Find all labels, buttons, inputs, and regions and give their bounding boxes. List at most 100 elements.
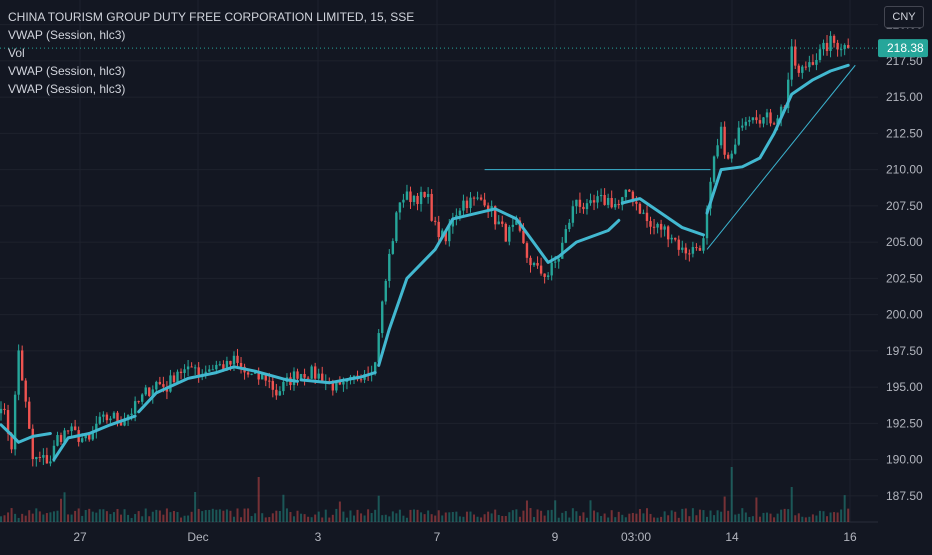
candle <box>811 54 815 66</box>
candle-body <box>56 435 59 446</box>
candle-body <box>804 66 808 68</box>
candle-body <box>582 206 585 210</box>
volume-bar <box>631 512 634 522</box>
time-tick-label: 3 <box>315 530 322 544</box>
candle <box>250 373 253 376</box>
candle-body <box>215 364 218 370</box>
volume-bar <box>653 517 656 522</box>
candle-body <box>691 247 695 254</box>
candle-body <box>437 221 440 238</box>
candle-body <box>197 367 200 377</box>
volume-bar <box>24 515 27 522</box>
volume-bar <box>462 516 465 522</box>
candle-body <box>28 401 31 429</box>
candle <box>751 117 755 124</box>
candle <box>137 400 140 404</box>
candle-body <box>744 121 748 126</box>
volume-bar <box>271 513 274 522</box>
volume-bar <box>497 514 500 522</box>
candle-body <box>338 381 342 385</box>
price-tick-label: 207.50 <box>886 199 923 213</box>
candle-body <box>476 197 479 199</box>
volume-bar <box>522 510 525 522</box>
candle <box>808 55 811 72</box>
candle-body <box>472 197 476 199</box>
candle-body <box>529 257 532 266</box>
volume-bar <box>236 508 239 522</box>
volume-bar <box>794 515 797 522</box>
symbol-title[interactable]: CHINA TOURISM GROUP DUTY FREE CORPORATIO… <box>8 10 415 24</box>
candle-body <box>373 362 377 374</box>
volume-bar <box>554 500 557 522</box>
volume-bar <box>688 516 691 522</box>
volume-bar <box>63 492 66 522</box>
candle <box>536 256 539 269</box>
volume-bar <box>540 510 543 522</box>
candle-body <box>359 379 363 381</box>
candle <box>825 35 829 56</box>
candle-body <box>666 226 670 240</box>
candle-body <box>684 247 688 254</box>
candle-body <box>578 199 582 207</box>
volume-bar <box>490 513 493 522</box>
candle <box>299 373 303 380</box>
candle-body <box>430 193 433 221</box>
volume-bar <box>829 512 832 522</box>
candle <box>73 419 77 431</box>
candle-body <box>310 366 313 379</box>
candle <box>794 39 797 69</box>
candle-body <box>451 219 455 227</box>
volume-bar <box>783 508 786 522</box>
volume-bar <box>695 515 698 522</box>
indicator-vwap-3[interactable]: VWAP (Session, hlc3) <box>8 82 126 96</box>
candle <box>698 245 702 251</box>
volume-bar <box>257 477 260 522</box>
indicator-vwap-1[interactable]: VWAP (Session, hlc3) <box>8 28 126 42</box>
candle-body <box>596 196 599 203</box>
candle-body <box>610 197 613 208</box>
candle <box>264 374 267 387</box>
volume-bar <box>254 513 257 522</box>
volume-bar <box>197 508 200 522</box>
candle-body <box>603 195 606 205</box>
currency-button[interactable]: CNY <box>884 6 924 28</box>
volume-bar <box>758 516 761 522</box>
candle-body <box>158 381 162 385</box>
candle-body <box>762 117 765 124</box>
candle <box>656 222 659 234</box>
volume-bar <box>17 517 20 522</box>
candle-body <box>723 126 726 155</box>
price-tick-label: 217.50 <box>886 54 923 68</box>
candle-body <box>321 373 324 384</box>
candle <box>239 357 243 374</box>
indicator-vwap-2[interactable]: VWAP (Session, hlc3) <box>8 64 126 78</box>
volume-bar <box>144 508 147 522</box>
candle-body <box>642 212 645 214</box>
candle-body <box>571 206 575 223</box>
candle-body <box>624 189 628 198</box>
candle-body <box>275 389 278 396</box>
candle-body <box>479 197 483 200</box>
candle-body <box>303 374 306 378</box>
grid-lines <box>0 0 878 522</box>
candle <box>278 386 282 396</box>
volume-bar <box>582 512 585 522</box>
candle-body <box>426 193 430 198</box>
volume-bar <box>123 509 126 522</box>
candle-body <box>525 243 529 258</box>
candle <box>839 43 843 57</box>
volume-bar <box>187 515 190 522</box>
volume-bar <box>102 509 105 522</box>
candle <box>271 374 275 398</box>
candle-body <box>148 387 151 396</box>
candle <box>211 364 214 371</box>
candle-body <box>652 226 656 228</box>
volume-bar <box>762 512 765 522</box>
indicator-volume[interactable]: Vol <box>8 46 25 60</box>
candle-body <box>250 373 253 375</box>
candle-body <box>208 369 211 372</box>
volume-bar <box>331 514 334 522</box>
candlesticks <box>0 31 850 467</box>
